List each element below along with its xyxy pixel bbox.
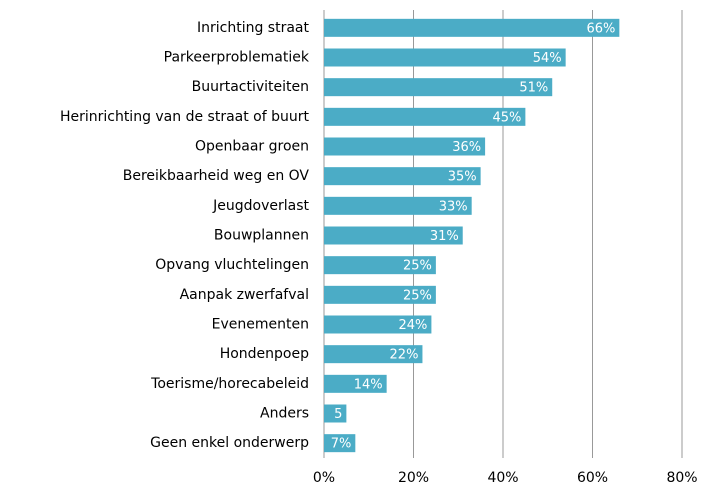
x-tick-label: 60% bbox=[577, 470, 608, 486]
bar-value-label: 31% bbox=[430, 229, 459, 244]
bar bbox=[324, 107, 526, 126]
y-category-label: Parkeerproblematiek bbox=[164, 50, 310, 66]
bar-value-label: 45% bbox=[492, 110, 521, 125]
bar-value-label: 22% bbox=[390, 348, 419, 363]
bar-value-label: 36% bbox=[452, 140, 481, 155]
y-category-label: Herinrichting van de straat of buurt bbox=[60, 109, 310, 125]
y-category-label: Hondenpoep bbox=[220, 346, 309, 362]
bar bbox=[324, 285, 436, 304]
y-category-label: Aanpak zwerfafval bbox=[180, 287, 309, 303]
bar-value-label: 25% bbox=[403, 288, 432, 303]
y-category-label: Bereikbaarheid weg en OV bbox=[123, 168, 310, 184]
bar-value-label: 5 bbox=[334, 407, 342, 422]
bar-value-label: 33% bbox=[439, 199, 468, 214]
bar bbox=[324, 78, 553, 97]
bar bbox=[324, 256, 436, 275]
y-category-label: Anders bbox=[260, 406, 309, 422]
bar bbox=[324, 48, 566, 67]
bar bbox=[324, 404, 347, 423]
y-category-label: Buurtactiviteiten bbox=[192, 79, 309, 95]
bar-value-label: 7% bbox=[331, 437, 352, 452]
x-tick-label: 20% bbox=[398, 470, 429, 486]
bar bbox=[324, 18, 620, 37]
bar bbox=[324, 137, 486, 156]
y-category-label: Bouwplannen bbox=[214, 228, 309, 244]
y-category-label: Inrichting straat bbox=[197, 20, 310, 36]
bar-value-label: 51% bbox=[519, 81, 548, 96]
y-category-label: Geen enkel onderwerp bbox=[150, 435, 309, 451]
x-tick-label: 40% bbox=[487, 470, 518, 486]
y-category-label: Toerisme/horecabeleid bbox=[150, 376, 309, 392]
y-category-label: Jeugdoverlast bbox=[212, 198, 309, 214]
bar bbox=[324, 226, 463, 245]
y-category-label: Evenementen bbox=[212, 317, 309, 333]
y-category-label: Openbaar groen bbox=[195, 139, 309, 155]
bar-value-label: 35% bbox=[448, 170, 477, 185]
bar bbox=[324, 434, 356, 453]
bar-value-label: 25% bbox=[403, 259, 432, 274]
bar bbox=[324, 167, 481, 186]
bar bbox=[324, 315, 432, 334]
bar-value-label: 66% bbox=[586, 21, 615, 36]
bar bbox=[324, 345, 423, 364]
x-tick-label: 0% bbox=[313, 470, 335, 486]
bar-value-label: 14% bbox=[354, 377, 383, 392]
bar-value-label: 54% bbox=[533, 51, 562, 66]
bar bbox=[324, 196, 472, 215]
y-category-label: Opvang vluchtelingen bbox=[155, 257, 309, 273]
bar bbox=[324, 374, 387, 393]
x-tick-label: 80% bbox=[666, 470, 697, 486]
bar-value-label: 24% bbox=[398, 318, 427, 333]
